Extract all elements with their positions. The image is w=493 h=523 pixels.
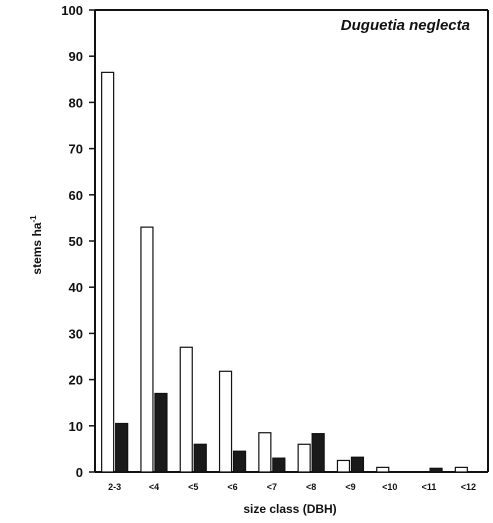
x-tick-label: <12 xyxy=(461,482,476,492)
bar-open-1 xyxy=(140,226,154,473)
x-axis-label: size class (DBH) xyxy=(243,502,336,516)
x-tick-label: <5 xyxy=(188,482,198,492)
x-tick-label: 2-3 xyxy=(108,482,121,492)
bar-open-4 xyxy=(258,432,272,473)
bar-filled-5 xyxy=(311,433,325,473)
bar-filled-0 xyxy=(115,422,129,473)
bar-open-7 xyxy=(376,466,390,473)
x-axis-ticks: 2-3 <4 <5 <6 <7 <8 <9 <10 <11 <12 xyxy=(108,482,476,492)
y-tick-label: 60 xyxy=(69,188,83,203)
y-tick-label: 40 xyxy=(69,280,83,295)
bar-open-0 xyxy=(101,71,115,473)
bar-open-3 xyxy=(218,370,233,473)
chart-title: Duguetia neglecta xyxy=(341,17,470,34)
bars xyxy=(101,71,468,473)
x-tick-label: <8 xyxy=(306,482,316,492)
y-axis-label-main: stems ha xyxy=(30,222,44,274)
x-tick-label: <7 xyxy=(267,482,277,492)
x-tick-label: <9 xyxy=(345,482,355,492)
y-tick-label: 100 xyxy=(61,3,83,18)
y-tick-label: 30 xyxy=(69,326,83,341)
bar-filled-6 xyxy=(350,456,365,473)
bar-open-2 xyxy=(179,346,193,473)
bar-filled-3 xyxy=(232,450,247,473)
y-tick-label: 50 xyxy=(69,234,83,249)
bar-filled-8 xyxy=(429,467,443,473)
y-axis-ticks: 0 10 20 30 40 50 60 70 80 90 100 xyxy=(61,3,95,480)
y-tick-label: 90 xyxy=(69,49,83,64)
y-tick-label: 70 xyxy=(69,142,83,157)
bar-open-9 xyxy=(454,466,468,473)
x-tick-label: <10 xyxy=(382,482,397,492)
y-axis-label: stems ha-1 xyxy=(29,215,44,275)
bar-filled-2 xyxy=(193,443,207,473)
x-tick-label: <4 xyxy=(149,482,159,492)
y-tick-label: 0 xyxy=(76,465,83,480)
y-tick-label: 20 xyxy=(69,373,83,388)
bar-filled-4 xyxy=(272,457,286,473)
bar-filled-1 xyxy=(154,392,168,473)
y-tick-label: 10 xyxy=(69,419,83,434)
bar-open-6 xyxy=(336,459,351,473)
x-tick-label: <6 xyxy=(227,482,237,492)
x-tick-label: <11 xyxy=(422,482,437,492)
bar-open-5 xyxy=(297,443,311,473)
y-axis-label-sup: -1 xyxy=(29,215,38,223)
y-tick-label: 80 xyxy=(69,95,83,110)
